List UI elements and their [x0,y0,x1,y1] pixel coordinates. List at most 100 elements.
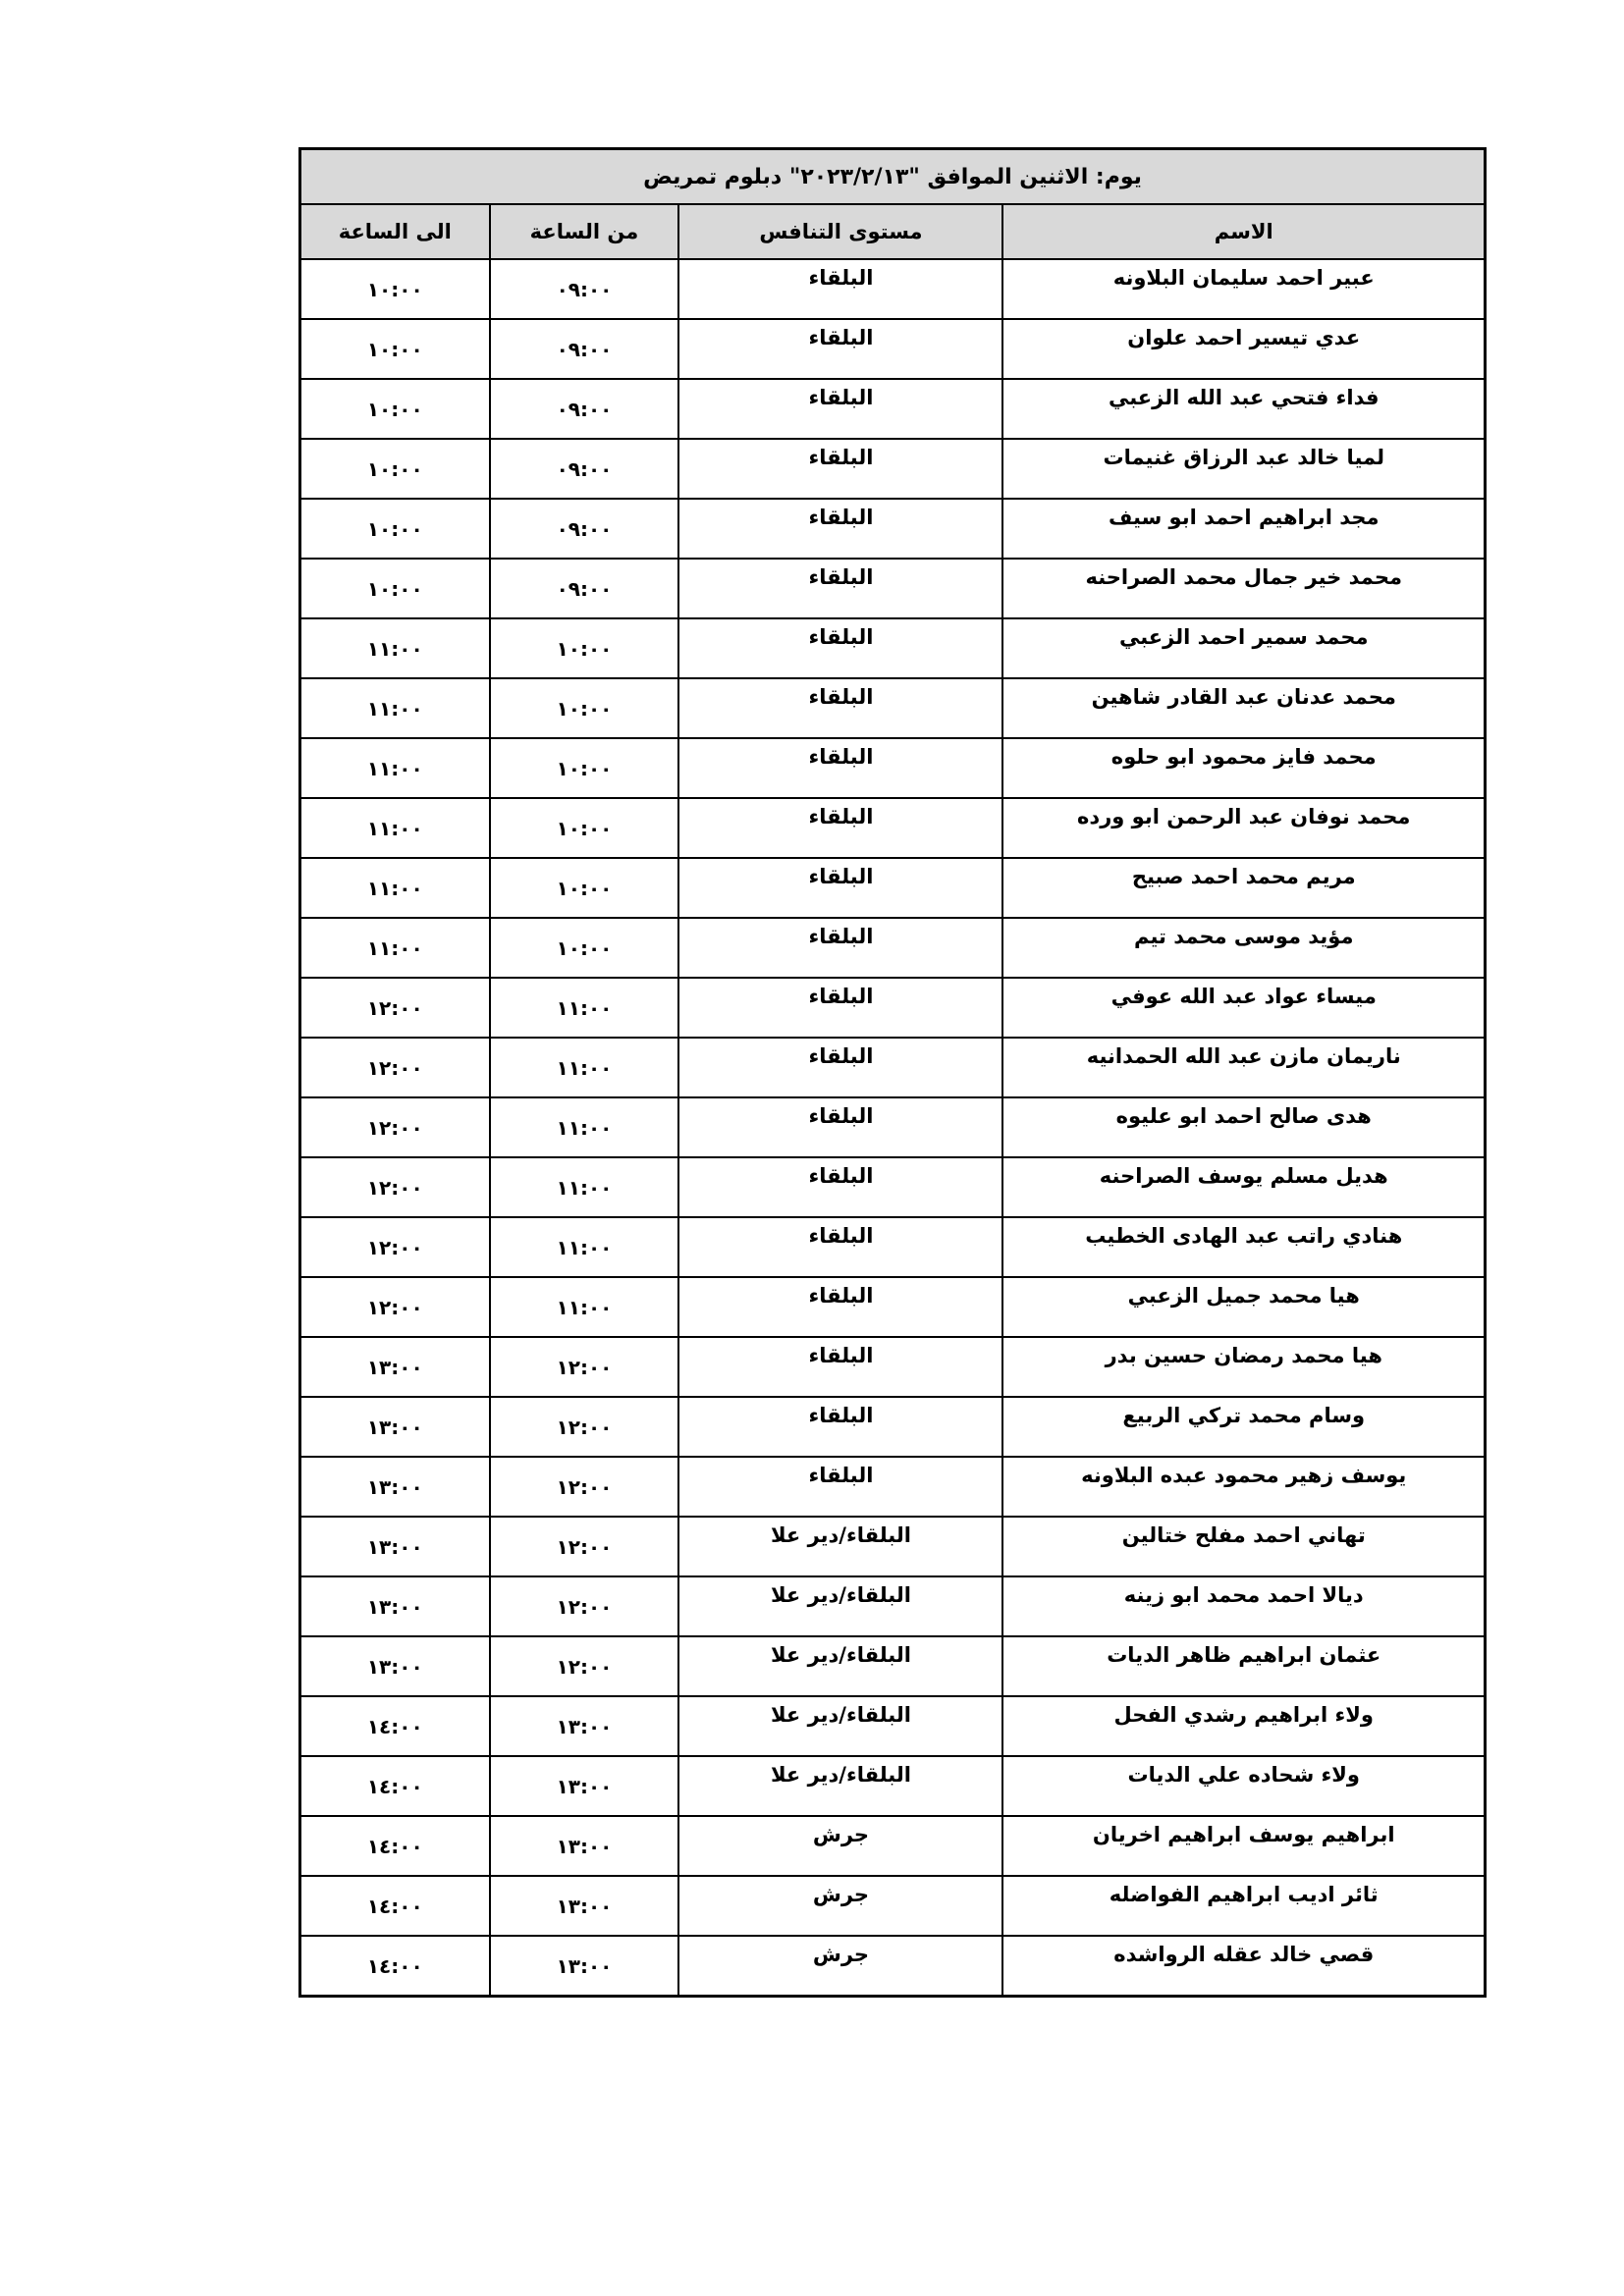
table-row: قصي خالد عقله الرواشده جرش ١٣:٠٠ ١٤:٠٠ [298,1935,1487,1998]
cell-name: لميا خالد عبد الرزاق غنيمات [1001,438,1487,500]
table-row: ناريمان مازن عبد الله الحمدانيه البلقاء ١١… [298,1037,1487,1098]
table-row: مؤيد موسى محمد تيم البلقاء ١٠:٠٠ ١١:٠٠ [298,917,1487,979]
cell-to: ١٣:٠٠ [298,1336,491,1398]
cell-from: ١٠:٠٠ [488,857,680,919]
cell-level: البلقاء [677,677,1004,739]
cell-name: ولاء ابراهيم رشدي الفحل [1001,1695,1487,1757]
cell-from: ١١:٠٠ [488,1037,680,1098]
cell-name: مريم محمد احمد صبيح [1001,857,1487,919]
cell-from: ١٠:٠٠ [488,917,680,979]
cell-to: ١١:٠٠ [298,677,491,739]
cell-level: البلقاء [677,1336,1004,1398]
table-row: هنادي راتب عبد الهادى الخطيب البلقاء ١١:٠٠… [298,1216,1487,1278]
cell-name: عبير احمد سليمان البلاونه [1001,258,1487,320]
table-row: وسام محمد تركي الربيع البلقاء ١٢:٠٠ ١٣:٠٠ [298,1396,1487,1458]
cell-from: ٠٩:٠٠ [488,558,680,619]
cell-to: ١٤:٠٠ [298,1695,491,1757]
cell-from: ١١:٠٠ [488,1276,680,1338]
cell-to: ١٠:٠٠ [298,558,491,619]
cell-name: تهاني احمد مفلح ختالين [1001,1516,1487,1577]
cell-from: ١٠:٠٠ [488,797,680,859]
cell-to: ١١:٠٠ [298,857,491,919]
cell-from: ١١:٠٠ [488,1216,680,1278]
cell-name: محمد نوفان عبد الرحمن ابو ورده [1001,797,1487,859]
cell-level: البلقاء [677,977,1004,1039]
cell-from: ١١:٠٠ [488,1096,680,1158]
cell-to: ١٤:٠٠ [298,1815,491,1877]
cell-level: جرش [677,1815,1004,1877]
cell-to: ١٢:٠٠ [298,977,491,1039]
cell-from: ٠٩:٠٠ [488,438,680,500]
schedule-table: يوم: الاثنين الموافق "٢٠٢٣/٢/١٣" دبلوم ت… [298,147,1487,1998]
cell-from: ١٣:٠٠ [488,1875,680,1937]
cell-to: ١١:٠٠ [298,737,491,799]
cell-name: مؤيد موسى محمد تيم [1001,917,1487,979]
cell-to: ١٠:٠٠ [298,498,491,560]
table-row: يوسف زهير محمود عبده البلاونه البلقاء ١٢:٠… [298,1456,1487,1518]
cell-to: ١٣:٠٠ [298,1635,491,1697]
table-row: لميا خالد عبد الرزاق غنيمات البلقاء ٠٩:٠٠ ١… [298,438,1487,500]
header-to: الى الساعة [298,203,491,260]
cell-to: ١١:٠٠ [298,917,491,979]
cell-from: ١٣:٠٠ [488,1935,680,1998]
cell-level: البلقاء [677,258,1004,320]
cell-name: ناريمان مازن عبد الله الحمدانيه [1001,1037,1487,1098]
cell-from: ١٢:٠٠ [488,1336,680,1398]
table-row: ديالا احمد محمد ابو زينه البلقاء/دير علا ١… [298,1575,1487,1637]
table-row: محمد نوفان عبد الرحمن ابو ورده البلقاء ١٠:… [298,797,1487,859]
cell-to: ١٠:٠٠ [298,318,491,380]
table-row: عثمان ابراهيم ظاهر الديات البلقاء/دير علا… [298,1635,1487,1697]
cell-name: هيا محمد رمضان حسين بدر [1001,1336,1487,1398]
cell-to: ١٠:٠٠ [298,258,491,320]
cell-level: البلقاء [677,1216,1004,1278]
table-title: يوم: الاثنين الموافق "٢٠٢٣/٢/١٣" دبلوم ت… [298,147,1487,205]
cell-to: ١٣:٠٠ [298,1456,491,1518]
cell-name: وسام محمد تركي الربيع [1001,1396,1487,1458]
table-row: ابراهيم يوسف ابراهيم اخريان جرش ١٣:٠٠ ١٤:٠٠ [298,1815,1487,1877]
cell-level: البلقاء [677,617,1004,679]
cell-from: ١٢:٠٠ [488,1456,680,1518]
cell-to: ١٢:٠٠ [298,1216,491,1278]
cell-name: فداء فتحي عبد الله الزعبي [1001,378,1487,440]
cell-name: مجد ابراهيم احمد ابو سيف [1001,498,1487,560]
cell-level: البلقاء/دير علا [677,1516,1004,1577]
cell-name: هديل مسلم يوسف الصراحنه [1001,1156,1487,1218]
cell-level: البلقاء [677,1096,1004,1158]
cell-to: ١١:٠٠ [298,797,491,859]
table-row: محمد فايز محمود ابو حلوه البلقاء ١٠:٠٠ ١١:٠… [298,737,1487,799]
table-row: تهاني احمد مفلح ختالين البلقاء/دير علا ١٢:… [298,1516,1487,1577]
cell-level: البلقاء [677,1037,1004,1098]
cell-to: ١٤:٠٠ [298,1875,491,1937]
cell-from: ١٢:٠٠ [488,1635,680,1697]
table-row: هدى صالح احمد ابو عليوه البلقاء ١١:٠٠ ١٢:٠٠ [298,1096,1487,1158]
cell-to: ١٤:٠٠ [298,1935,491,1998]
cell-level: البلقاء [677,797,1004,859]
cell-level: البلقاء/دير علا [677,1575,1004,1637]
header-from: من الساعة [488,203,680,260]
table-row: هيا محمد رمضان حسين بدر البلقاء ١٢:٠٠ ١٣:٠٠ [298,1336,1487,1398]
cell-name: ميساء عواد عبد الله عوفي [1001,977,1487,1039]
table-row: ثائر اديب ابراهيم الفواضله جرش ١٣:٠٠ ١٤:٠٠ [298,1875,1487,1937]
table-row: فداء فتحي عبد الله الزعبي البلقاء ٠٩:٠٠ ١٠:… [298,378,1487,440]
cell-from: ٠٩:٠٠ [488,378,680,440]
cell-to: ١٣:٠٠ [298,1575,491,1637]
cell-name: محمد فايز محمود ابو حلوه [1001,737,1487,799]
cell-to: ١٢:٠٠ [298,1037,491,1098]
cell-from: ١٣:٠٠ [488,1815,680,1877]
cell-name: عثمان ابراهيم ظاهر الديات [1001,1635,1487,1697]
cell-level: البلقاء [677,378,1004,440]
header-level: مستوى التنافس [677,203,1004,260]
cell-to: ١٠:٠٠ [298,378,491,440]
cell-from: ٠٩:٠٠ [488,318,680,380]
table-row: ولاء ابراهيم رشدي الفحل البلقاء/دير علا ١٣… [298,1695,1487,1757]
cell-from: ٠٩:٠٠ [488,258,680,320]
cell-level: البلقاء [677,917,1004,979]
cell-level: جرش [677,1935,1004,1998]
cell-from: ٠٩:٠٠ [488,498,680,560]
cell-level: البلقاء [677,1456,1004,1518]
cell-to: ١٠:٠٠ [298,438,491,500]
cell-level: البلقاء [677,737,1004,799]
cell-level: البلقاء [677,438,1004,500]
cell-name: هدى صالح احمد ابو عليوه [1001,1096,1487,1158]
cell-name: محمد سمير احمد الزعبي [1001,617,1487,679]
